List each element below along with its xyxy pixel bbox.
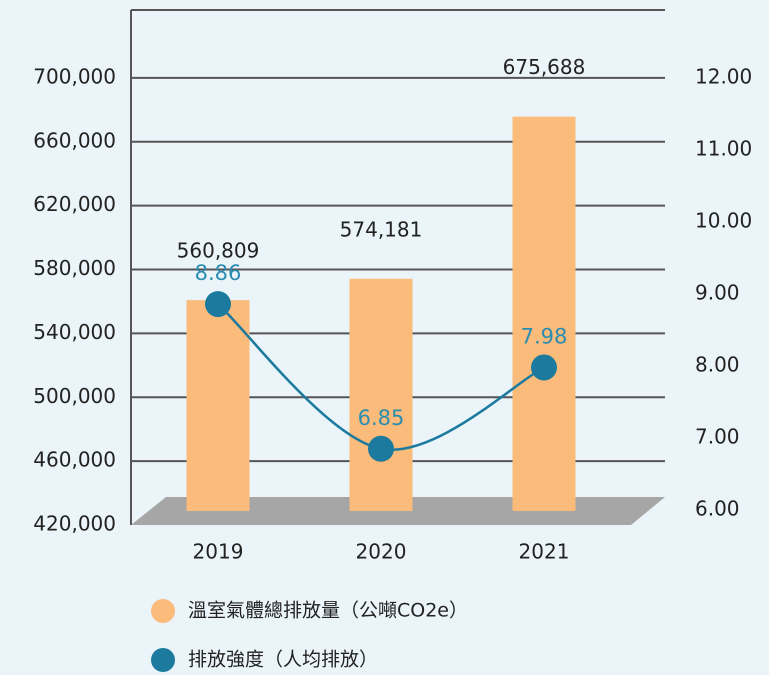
y2-tick-label: 9.00 [695, 281, 740, 305]
y2-tick-label: 11.00 [695, 137, 752, 161]
point [368, 435, 394, 462]
bar [512, 116, 576, 511]
bar [186, 300, 250, 511]
y-tick-label: 620,000 [33, 192, 116, 216]
point [531, 354, 557, 381]
legend-swatch [151, 648, 175, 672]
y2-tick-label: 8.00 [695, 353, 740, 377]
y2-tick-label: 7.00 [695, 425, 740, 449]
legend-label: 排放強度（人均排放） [188, 649, 378, 671]
y-tick-label: 700,000 [33, 64, 116, 88]
y-tick-label: 500,000 [33, 384, 116, 408]
y-tick-label: 580,000 [33, 256, 116, 280]
bar-value-label: 574,181 [340, 217, 423, 241]
bar [349, 278, 413, 511]
x-tick-label: 2021 [519, 540, 570, 564]
bar-value-label: 675,688 [503, 55, 586, 79]
y2-tick-label: 6.00 [695, 497, 740, 521]
legend-label: 溫室氣體總排放量（公噸CO2e） [188, 600, 468, 622]
y2-tick-label: 10.00 [695, 209, 752, 233]
y-tick-label: 540,000 [33, 320, 116, 344]
point-value-label: 8.86 [195, 261, 242, 285]
y-tick-label: 420,000 [33, 512, 116, 536]
bar-value-label: 560,809 [177, 239, 260, 263]
x-tick-label: 2019 [193, 540, 244, 564]
point-value-label: 7.98 [521, 324, 568, 348]
point [205, 291, 231, 318]
y2-tick-label: 12.00 [695, 65, 752, 89]
point-value-label: 6.85 [358, 406, 405, 430]
legend-swatch [151, 599, 175, 623]
y-tick-label: 660,000 [33, 128, 116, 152]
x-tick-label: 2020 [356, 540, 407, 564]
y-tick-label: 460,000 [33, 448, 116, 472]
